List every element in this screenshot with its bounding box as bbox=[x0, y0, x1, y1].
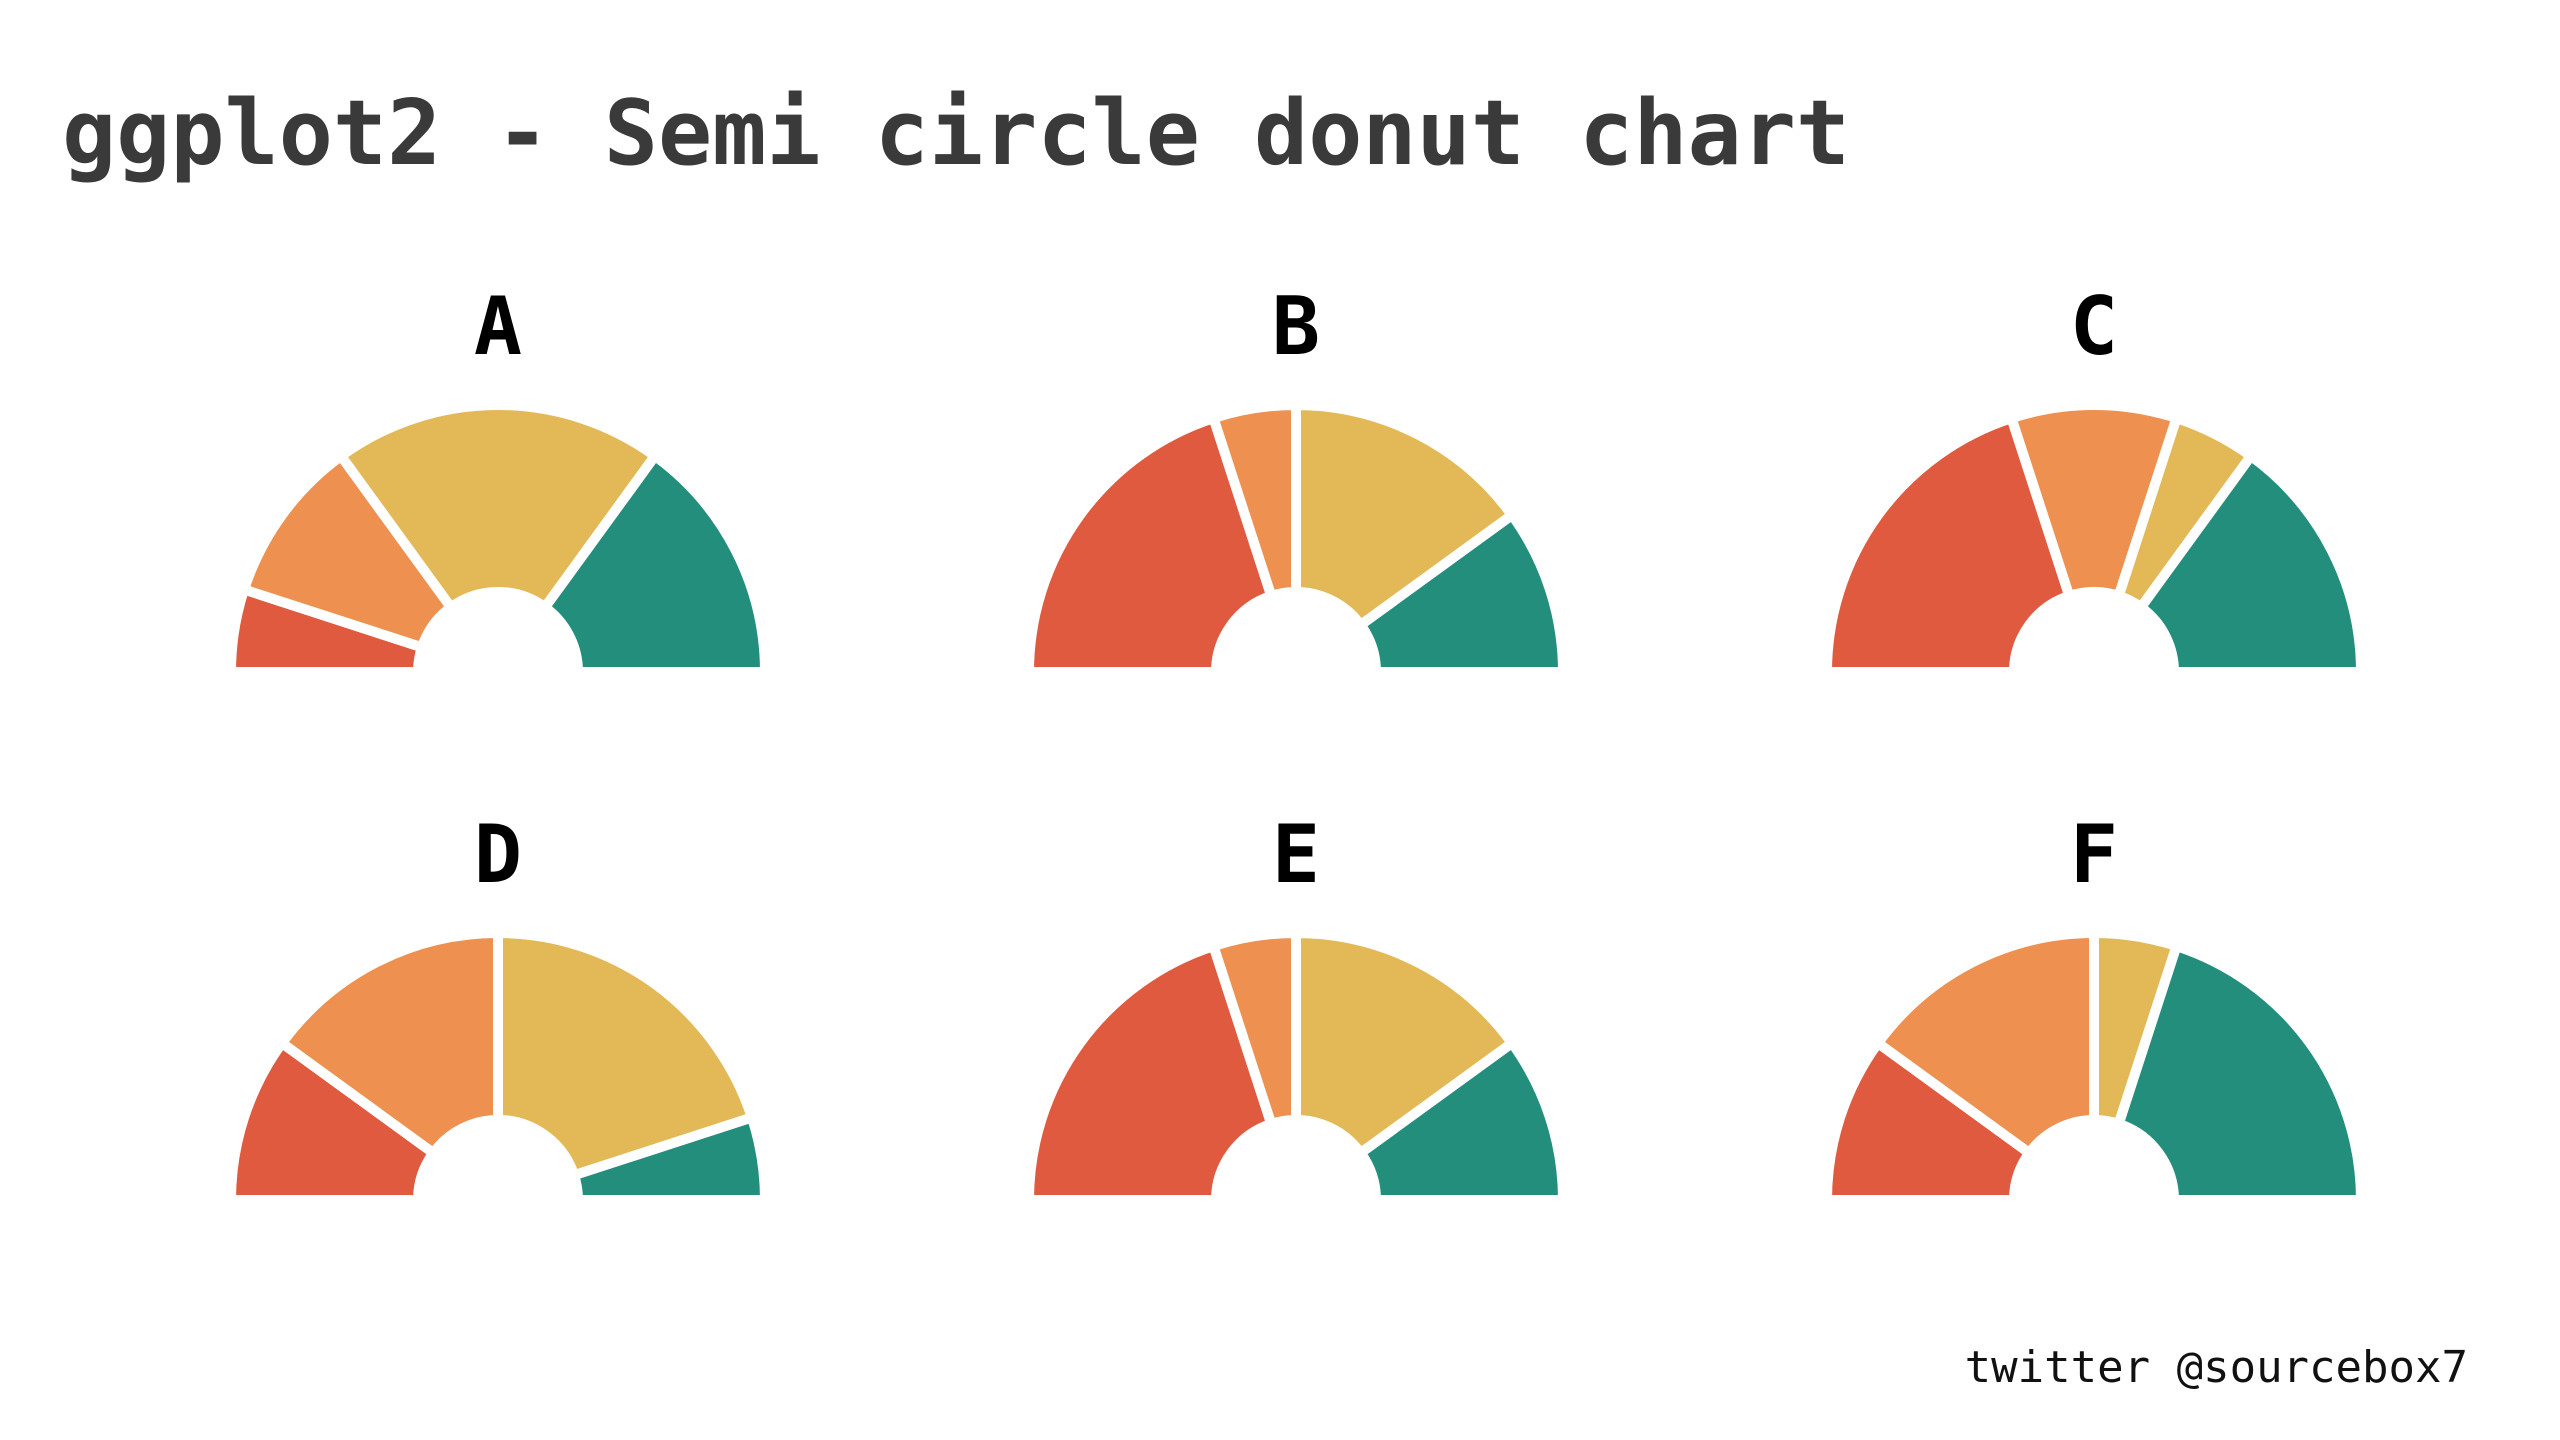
slice-c-4 bbox=[2134, 449, 2367, 677]
slice-d-4 bbox=[567, 1111, 771, 1205]
caption-text: twitter @sourcebox7 bbox=[1965, 1342, 2468, 1393]
slice-e-4 bbox=[1353, 1036, 1569, 1205]
slice-e-1 bbox=[1023, 939, 1278, 1205]
slice-d-2 bbox=[275, 927, 503, 1160]
panel-label-b: B bbox=[1272, 280, 1320, 373]
slice-c-1 bbox=[1821, 411, 2076, 677]
slice-f-2 bbox=[1871, 927, 2099, 1160]
donut-panel-f: F bbox=[1821, 808, 2367, 1205]
chart-title: ggplot2 - Semi circle donut chart bbox=[62, 81, 1850, 186]
panel-label-a: A bbox=[474, 280, 522, 373]
panels-group: A B C D E F bbox=[225, 280, 2367, 1205]
slice-d-3 bbox=[493, 927, 759, 1182]
donut-panel-d: D bbox=[225, 808, 771, 1205]
donut-panel-c: C bbox=[1821, 280, 2367, 677]
slice-d-1 bbox=[225, 1036, 441, 1205]
panel-label-d: D bbox=[474, 808, 522, 901]
slice-b-3 bbox=[1291, 399, 1519, 632]
panel-label-e: E bbox=[1272, 808, 1320, 901]
slice-b-4 bbox=[1353, 508, 1569, 677]
donut-panel-b: B bbox=[1023, 280, 1569, 677]
slice-a-4 bbox=[538, 449, 771, 677]
slice-a-2 bbox=[237, 449, 458, 654]
slice-f-1 bbox=[1821, 1036, 2037, 1205]
slice-e-3 bbox=[1291, 927, 1519, 1160]
slice-b-1 bbox=[1023, 411, 1278, 677]
donut-panel-a: A bbox=[225, 280, 771, 677]
panel-label-f: F bbox=[2070, 808, 2118, 901]
slice-f-4 bbox=[2112, 939, 2367, 1205]
donut-panel-e: E bbox=[1023, 808, 1569, 1205]
panel-label-c: C bbox=[2070, 280, 2118, 373]
slice-c-2 bbox=[2005, 400, 2183, 603]
